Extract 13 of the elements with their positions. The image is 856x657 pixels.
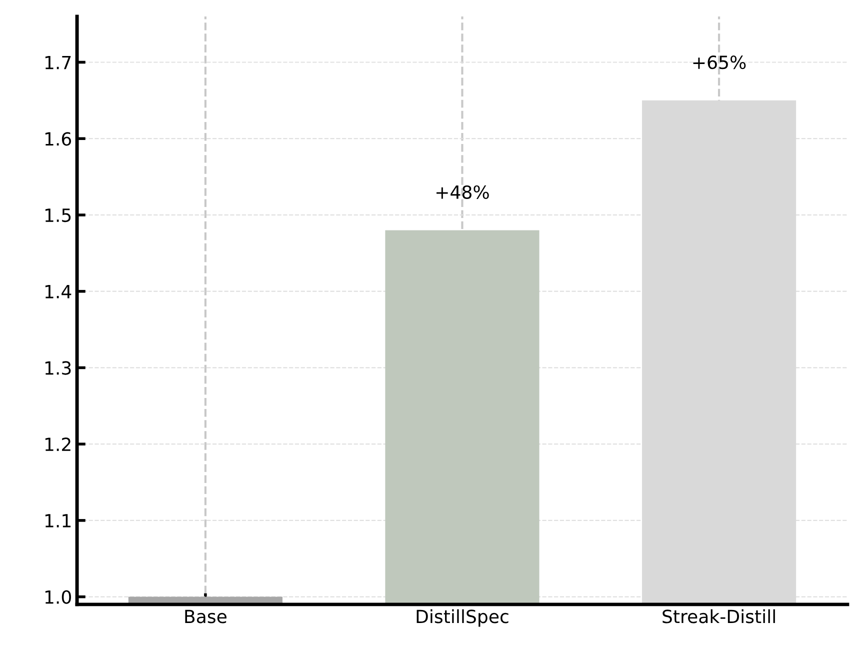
y-tick-label: 1.3 (45, 361, 71, 375)
y-tick-label: 1.7 (45, 56, 71, 70)
y-tick-label: 1.2 (45, 438, 70, 451)
x-tick-label: Streak-Distill (662, 609, 775, 624)
y-tick-label: 1.1 (45, 514, 71, 528)
y-tick-label: 1.5 (45, 208, 71, 222)
x-tick-label: DistillSpec (416, 609, 508, 627)
annotation: +48% (436, 185, 489, 199)
x-tick-label: Base (185, 610, 226, 624)
y-tick-label: 1.4 (45, 285, 72, 298)
y-tick-label: 1.6 (45, 132, 72, 146)
annotation: +65% (693, 55, 746, 70)
y-tick-label: 1.0 (45, 590, 71, 604)
